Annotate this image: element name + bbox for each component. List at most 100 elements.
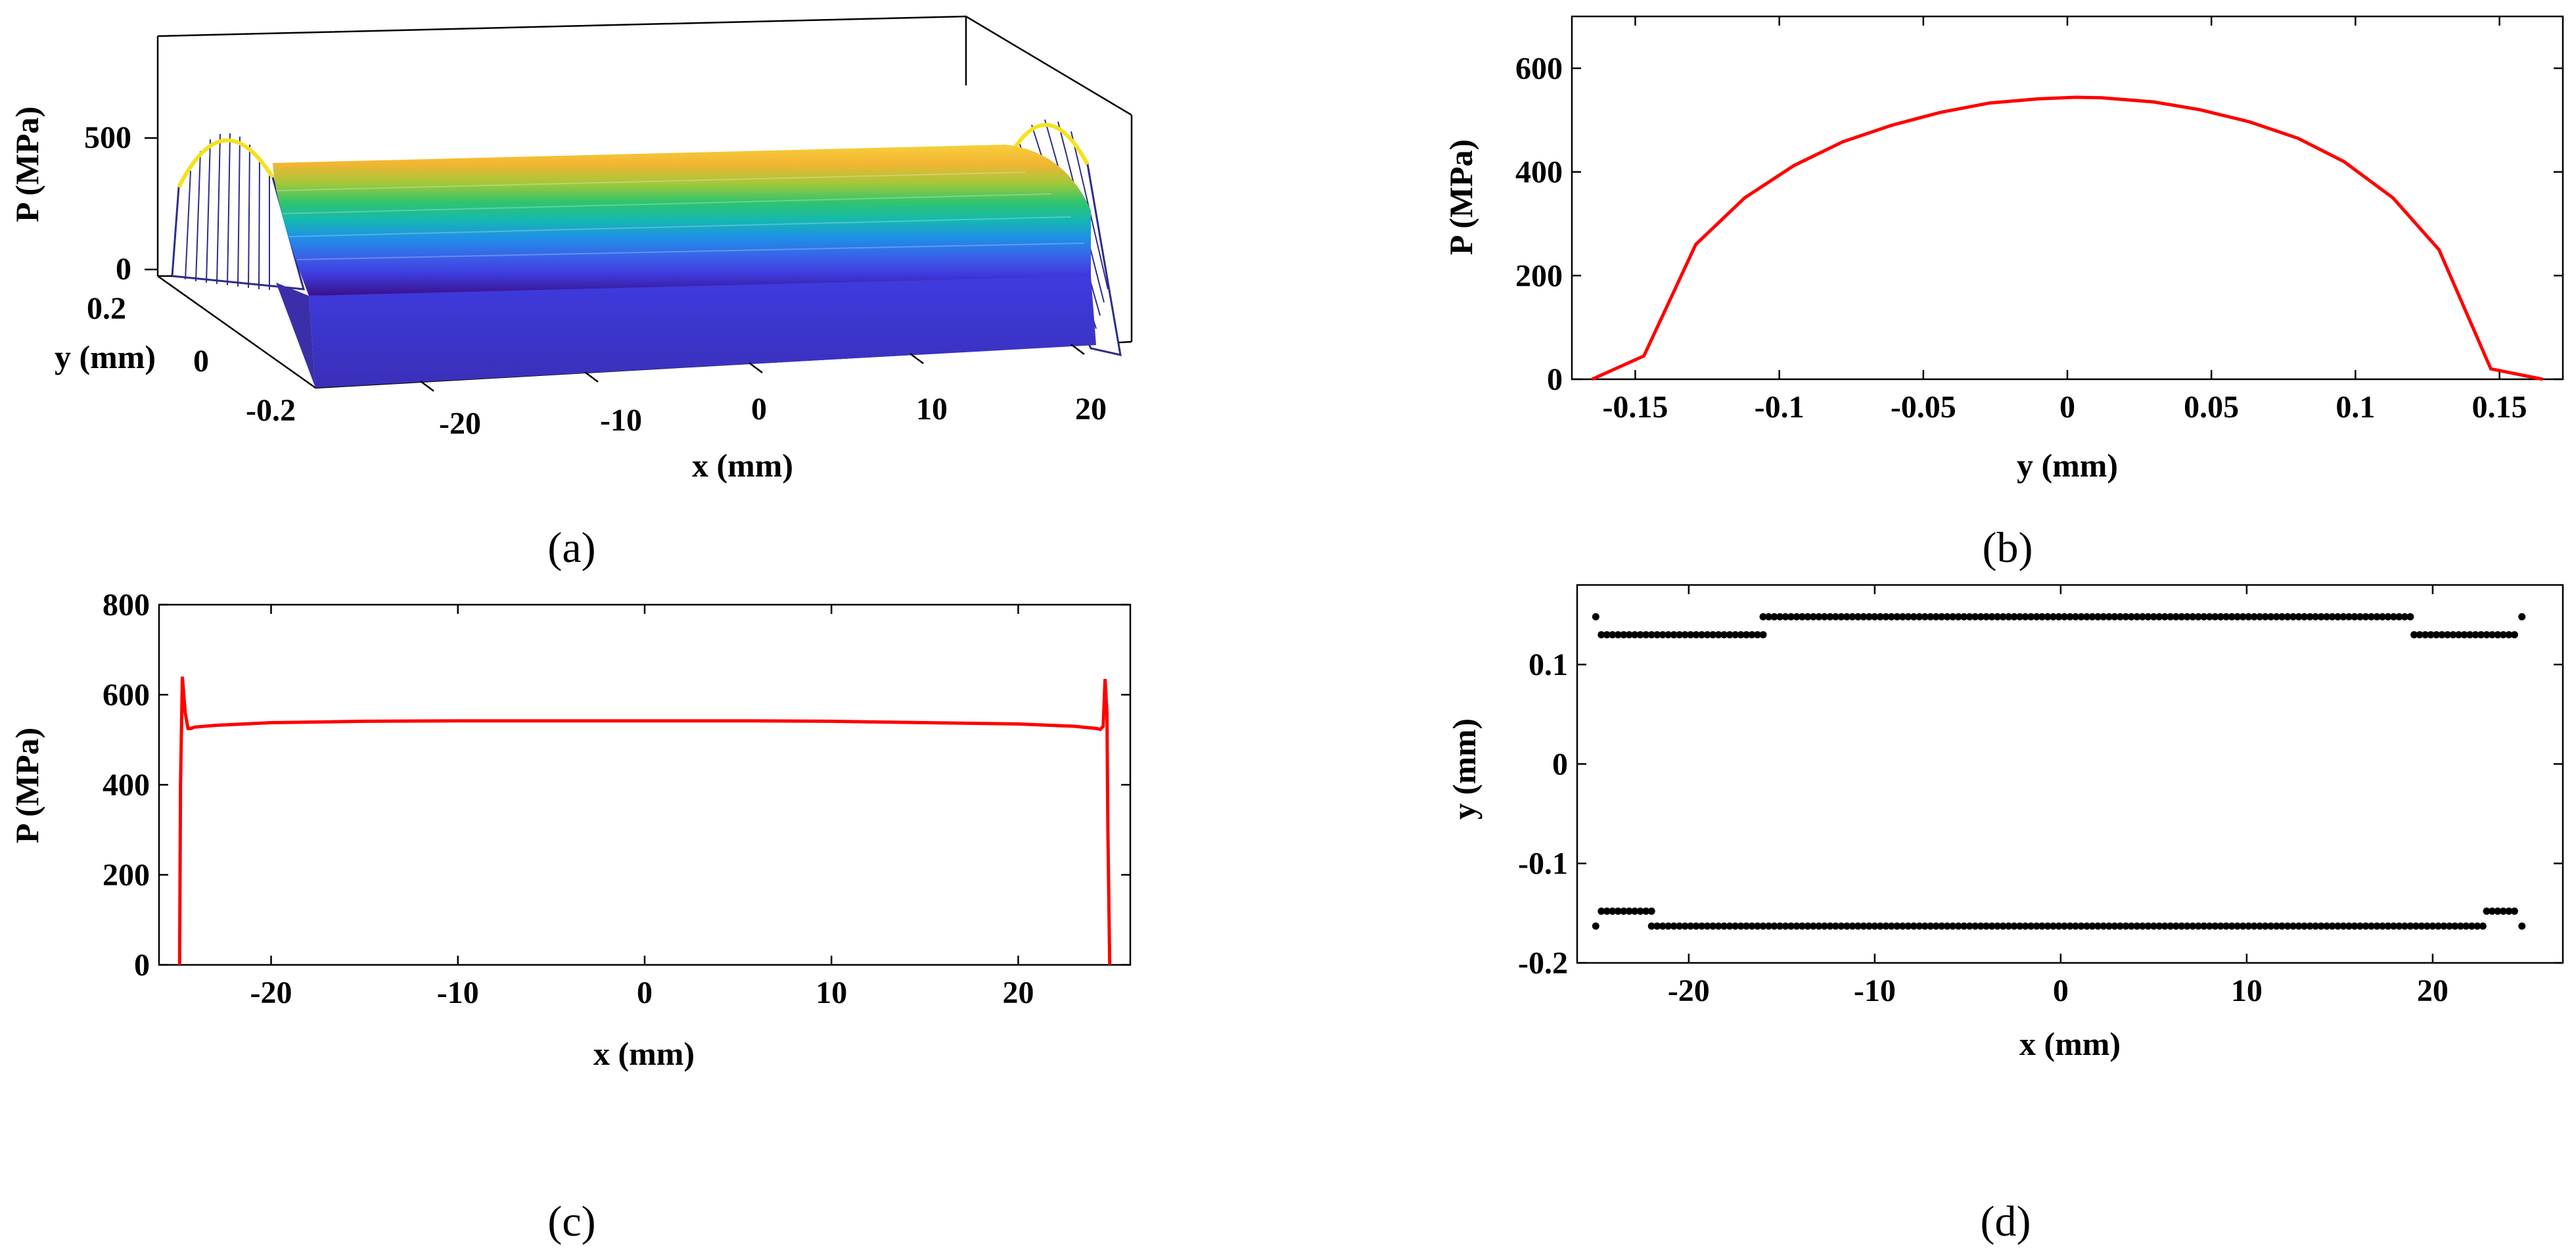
d-point [2499,907,2507,915]
panel-label-d: (d) [1981,1198,2031,1246]
d-point [1837,922,1845,930]
d-point [2178,922,2186,930]
d-point [2033,922,2040,930]
d-point [1653,922,1661,930]
y-tick-label: 800 [103,588,150,622]
d-point [1887,922,1895,930]
y-tick-label: 400 [103,768,150,803]
d-point [2410,631,2418,639]
surface-top [273,145,1091,296]
d-point [1971,613,1979,620]
d-point [1714,922,1722,930]
d-point [1860,613,1868,620]
y-tick-label: 0 [1547,362,1563,397]
d-point [2222,922,2230,930]
d-point [1837,613,1845,620]
d-points [1592,613,2526,930]
d-point [2395,613,2403,620]
b-xlabel: y (mm) [2017,447,2118,484]
a-ytick-0.2: 0.2 [87,291,126,326]
d-point [2194,613,2202,620]
d-point [2455,631,2462,639]
d-point [2373,613,2381,620]
d-point [2390,922,2397,930]
d-point [1782,613,1789,620]
d-point [1826,613,1834,620]
d-point [2133,922,2141,930]
x-tick-label: -20 [1668,973,1710,1008]
d-point [2379,922,2386,930]
d-point [1938,613,1946,620]
d-point [1659,922,1667,930]
d-point [2433,631,2440,639]
d-point [2239,922,2247,930]
d-point [2234,613,2242,620]
d-point [2406,613,2414,620]
d-point [2510,631,2518,639]
c-series-line [177,676,1112,966]
d-point [2211,613,2219,620]
d-point [2100,613,2107,620]
d-point [2127,922,2135,930]
d-point [1882,922,1890,930]
d-point [2323,613,2331,620]
d-point [1625,631,1633,639]
d-point [1910,922,1918,930]
d-point [1826,922,1834,930]
d-point [1799,613,1806,620]
d-point [2172,922,2180,930]
d-point [2005,922,2013,930]
d-point [2317,613,2325,620]
d-point [2483,907,2491,915]
d-point [2373,922,2381,930]
d-point [1754,631,1761,639]
d-point [1949,613,1957,620]
d-point [2418,922,2426,930]
d-point [1598,631,1605,639]
d-point [2105,613,2113,620]
d-point [2267,922,2275,930]
d-point [2044,613,2052,620]
d-point [2406,922,2414,930]
d-point [2122,922,2130,930]
d-point [1988,922,1996,930]
d-point [2278,922,2286,930]
c-xlabel: x (mm) [593,1035,695,1072]
d-point [2200,922,2208,930]
d-point [2416,631,2424,639]
d-point [1609,631,1617,639]
panel-b-line-plot: -0.15 -0.1 -0.05 0 0.05 0.1 0.15 0 200 400 600 P (… [1442,15,2564,572]
d-point [2357,922,2364,930]
a-xtick-20: 20 [1075,392,1107,427]
d-point [1737,631,1745,639]
d-point [2055,613,2063,620]
d-point [2499,631,2507,639]
d-point [1893,613,1901,620]
x-tick-label: -0.15 [1602,390,1668,425]
d-point [2194,922,2202,930]
d-point [1720,631,1728,639]
x-tick-label: 10 [2231,973,2263,1008]
a-ytick-neg0.2: -0.2 [246,393,296,428]
d-point [2038,922,2046,930]
d-point [1815,922,1823,930]
d-point [1609,907,1617,915]
d-point [2284,613,2291,620]
d-point [2155,613,2163,620]
d-point [1603,631,1611,639]
d-point [2161,613,2169,620]
y-tick-label: 0 [1552,747,1568,781]
d-point [2384,922,2392,930]
d-point [2489,907,2496,915]
d-point [1921,922,1929,930]
d-point [2239,613,2247,620]
d-point [2357,613,2364,620]
d-point [2066,922,2074,930]
y-tick-label: 0.1 [1529,647,1568,682]
d-point [2250,922,2258,930]
d-point [2368,613,2375,620]
d-point [2351,613,2358,620]
d-point [2072,613,2079,620]
